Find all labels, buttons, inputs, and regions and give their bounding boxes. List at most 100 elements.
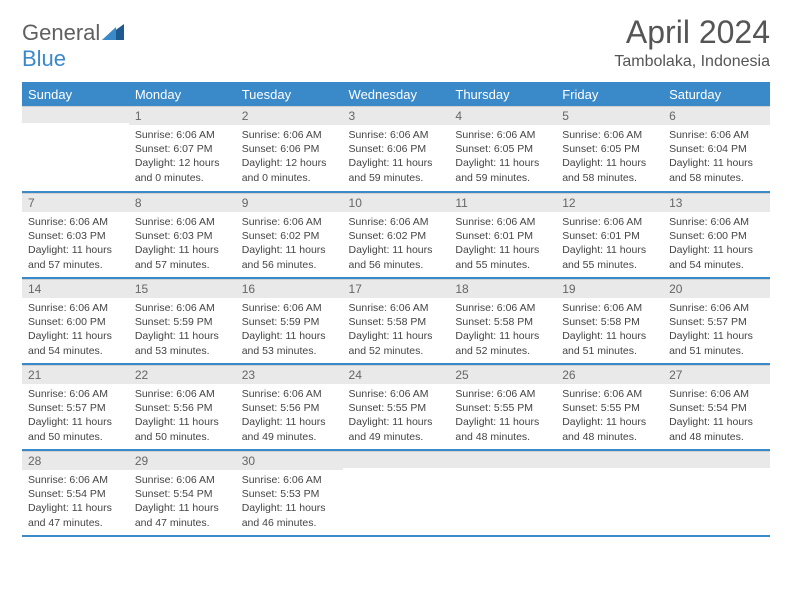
day-number: 30 — [236, 451, 343, 470]
day-number: 24 — [343, 365, 450, 384]
day-body: Sunrise: 6:06 AMSunset: 6:01 PMDaylight:… — [449, 212, 556, 276]
weekday-header: Sunday — [22, 83, 129, 107]
calendar-cell: 12Sunrise: 6:06 AMSunset: 6:01 PMDayligh… — [556, 192, 663, 278]
day-body: Sunrise: 6:06 AMSunset: 5:54 PMDaylight:… — [129, 470, 236, 534]
calendar-cell: 15Sunrise: 6:06 AMSunset: 5:59 PMDayligh… — [129, 278, 236, 364]
sunset-text: Sunset: 6:07 PM — [135, 142, 230, 156]
sunrise-text: Sunrise: 6:06 AM — [455, 215, 550, 229]
calendar-cell: 14Sunrise: 6:06 AMSunset: 6:00 PMDayligh… — [22, 278, 129, 364]
sunset-text: Sunset: 5:53 PM — [242, 487, 337, 501]
sunrise-text: Sunrise: 6:06 AM — [135, 301, 230, 315]
day-body: Sunrise: 6:06 AMSunset: 5:58 PMDaylight:… — [343, 298, 450, 362]
day-body: Sunrise: 6:06 AMSunset: 5:56 PMDaylight:… — [236, 384, 343, 448]
sunset-text: Sunset: 5:59 PM — [135, 315, 230, 329]
sunrise-text: Sunrise: 6:06 AM — [455, 387, 550, 401]
sunset-text: Sunset: 6:01 PM — [455, 229, 550, 243]
sunrise-text: Sunrise: 6:06 AM — [135, 215, 230, 229]
daylight-text: Daylight: 11 hours and 49 minutes. — [349, 415, 444, 443]
logo-text-blue: Blue — [22, 46, 66, 71]
day-number: 12 — [556, 193, 663, 212]
sail-icon — [102, 24, 124, 40]
calendar-cell: 19Sunrise: 6:06 AMSunset: 5:58 PMDayligh… — [556, 278, 663, 364]
weekday-header: Thursday — [449, 83, 556, 107]
logo-text: GeneralBlue — [22, 20, 124, 72]
title-block: April 2024 Tambolaka, Indonesia — [614, 14, 770, 71]
calendar-cell: 6Sunrise: 6:06 AMSunset: 6:04 PMDaylight… — [663, 106, 770, 192]
calendar-header-row: Sunday Monday Tuesday Wednesday Thursday… — [22, 83, 770, 107]
calendar-cell: 27Sunrise: 6:06 AMSunset: 5:54 PMDayligh… — [663, 364, 770, 450]
weekday-header: Wednesday — [343, 83, 450, 107]
sunrise-text: Sunrise: 6:06 AM — [455, 301, 550, 315]
day-number: 10 — [343, 193, 450, 212]
sunrise-text: Sunrise: 6:06 AM — [242, 473, 337, 487]
calendar-table: Sunday Monday Tuesday Wednesday Thursday… — [22, 82, 770, 537]
sunrise-text: Sunrise: 6:06 AM — [242, 387, 337, 401]
day-body: Sunrise: 6:06 AMSunset: 5:57 PMDaylight:… — [22, 384, 129, 448]
calendar-cell: 20Sunrise: 6:06 AMSunset: 5:57 PMDayligh… — [663, 278, 770, 364]
calendar-cell: 28Sunrise: 6:06 AMSunset: 5:54 PMDayligh… — [22, 450, 129, 536]
logo: GeneralBlue — [22, 20, 124, 72]
sunrise-text: Sunrise: 6:06 AM — [28, 301, 123, 315]
day-body: Sunrise: 6:06 AMSunset: 5:54 PMDaylight:… — [663, 384, 770, 448]
day-number: 17 — [343, 279, 450, 298]
sunset-text: Sunset: 5:55 PM — [349, 401, 444, 415]
day-number: 7 — [22, 193, 129, 212]
day-body: Sunrise: 6:06 AMSunset: 6:04 PMDaylight:… — [663, 125, 770, 189]
calendar-cell: 11Sunrise: 6:06 AMSunset: 6:01 PMDayligh… — [449, 192, 556, 278]
sunset-text: Sunset: 6:05 PM — [562, 142, 657, 156]
sunrise-text: Sunrise: 6:06 AM — [562, 301, 657, 315]
day-body: Sunrise: 6:06 AMSunset: 5:53 PMDaylight:… — [236, 470, 343, 534]
sunrise-text: Sunrise: 6:06 AM — [562, 387, 657, 401]
daylight-text: Daylight: 11 hours and 47 minutes. — [28, 501, 123, 529]
sunrise-text: Sunrise: 6:06 AM — [349, 301, 444, 315]
daylight-text: Daylight: 11 hours and 55 minutes. — [562, 243, 657, 271]
sunrise-text: Sunrise: 6:06 AM — [349, 215, 444, 229]
daylight-text: Daylight: 11 hours and 51 minutes. — [562, 329, 657, 357]
sunrise-text: Sunrise: 6:06 AM — [669, 215, 764, 229]
daylight-text: Daylight: 11 hours and 58 minutes. — [669, 156, 764, 184]
daylight-text: Daylight: 11 hours and 58 minutes. — [562, 156, 657, 184]
daylight-text: Daylight: 11 hours and 53 minutes. — [135, 329, 230, 357]
calendar-week-row: 7Sunrise: 6:06 AMSunset: 6:03 PMDaylight… — [22, 192, 770, 278]
calendar-cell: 30Sunrise: 6:06 AMSunset: 5:53 PMDayligh… — [236, 450, 343, 536]
daylight-text: Daylight: 11 hours and 50 minutes. — [135, 415, 230, 443]
daylight-text: Daylight: 11 hours and 55 minutes. — [455, 243, 550, 271]
day-body: Sunrise: 6:06 AMSunset: 6:02 PMDaylight:… — [236, 212, 343, 276]
day-number: 18 — [449, 279, 556, 298]
day-number: 8 — [129, 193, 236, 212]
sunset-text: Sunset: 6:06 PM — [349, 142, 444, 156]
day-number: 26 — [556, 365, 663, 384]
sunset-text: Sunset: 6:00 PM — [669, 229, 764, 243]
sunset-text: Sunset: 5:54 PM — [28, 487, 123, 501]
daylight-text: Daylight: 12 hours and 0 minutes. — [242, 156, 337, 184]
daylight-text: Daylight: 11 hours and 48 minutes. — [455, 415, 550, 443]
calendar-cell: 23Sunrise: 6:06 AMSunset: 5:56 PMDayligh… — [236, 364, 343, 450]
day-number: 19 — [556, 279, 663, 298]
logo-text-general: General — [22, 20, 100, 45]
day-number: 21 — [22, 365, 129, 384]
day-number: 28 — [22, 451, 129, 470]
sunset-text: Sunset: 5:56 PM — [135, 401, 230, 415]
day-body: Sunrise: 6:06 AMSunset: 6:03 PMDaylight:… — [129, 212, 236, 276]
weekday-header: Tuesday — [236, 83, 343, 107]
day-body: Sunrise: 6:06 AMSunset: 6:05 PMDaylight:… — [556, 125, 663, 189]
calendar-cell: 4Sunrise: 6:06 AMSunset: 6:05 PMDaylight… — [449, 106, 556, 192]
calendar-week-row: 21Sunrise: 6:06 AMSunset: 5:57 PMDayligh… — [22, 364, 770, 450]
day-number: 27 — [663, 365, 770, 384]
calendar-cell: 26Sunrise: 6:06 AMSunset: 5:55 PMDayligh… — [556, 364, 663, 450]
sunset-text: Sunset: 5:54 PM — [135, 487, 230, 501]
calendar-body: 1Sunrise: 6:06 AMSunset: 6:07 PMDaylight… — [22, 106, 770, 536]
daylight-text: Daylight: 11 hours and 51 minutes. — [669, 329, 764, 357]
calendar-cell — [449, 450, 556, 536]
sunrise-text: Sunrise: 6:06 AM — [349, 128, 444, 142]
sunrise-text: Sunrise: 6:06 AM — [562, 215, 657, 229]
sunrise-text: Sunrise: 6:06 AM — [135, 473, 230, 487]
weekday-header: Monday — [129, 83, 236, 107]
sunrise-text: Sunrise: 6:06 AM — [28, 387, 123, 401]
calendar-cell: 18Sunrise: 6:06 AMSunset: 5:58 PMDayligh… — [449, 278, 556, 364]
day-body: Sunrise: 6:06 AMSunset: 5:55 PMDaylight:… — [556, 384, 663, 448]
sunset-text: Sunset: 5:58 PM — [349, 315, 444, 329]
sunset-text: Sunset: 6:05 PM — [455, 142, 550, 156]
calendar-cell: 3Sunrise: 6:06 AMSunset: 6:06 PMDaylight… — [343, 106, 450, 192]
daylight-text: Daylight: 11 hours and 48 minutes. — [669, 415, 764, 443]
